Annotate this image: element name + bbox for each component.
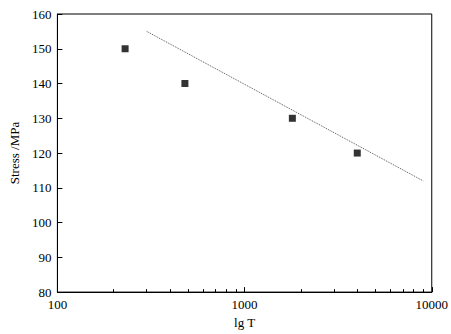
svg-text:160: 160 bbox=[32, 7, 52, 22]
svg-text:lg T: lg T bbox=[234, 315, 255, 330]
svg-text:100: 100 bbox=[48, 297, 68, 312]
svg-text:1000: 1000 bbox=[232, 297, 258, 312]
svg-text:120: 120 bbox=[32, 146, 52, 161]
svg-text:90: 90 bbox=[38, 250, 51, 265]
svg-text:Stress /MPa: Stress /MPa bbox=[7, 122, 22, 185]
svg-text:80: 80 bbox=[38, 284, 52, 300]
svg-text:110: 110 bbox=[32, 180, 51, 195]
svg-text:100: 100 bbox=[32, 215, 52, 230]
svg-text:130: 130 bbox=[32, 111, 52, 126]
svg-text:150: 150 bbox=[32, 41, 52, 56]
svg-text:140: 140 bbox=[32, 76, 52, 91]
svg-text:10000: 10000 bbox=[416, 297, 449, 312]
